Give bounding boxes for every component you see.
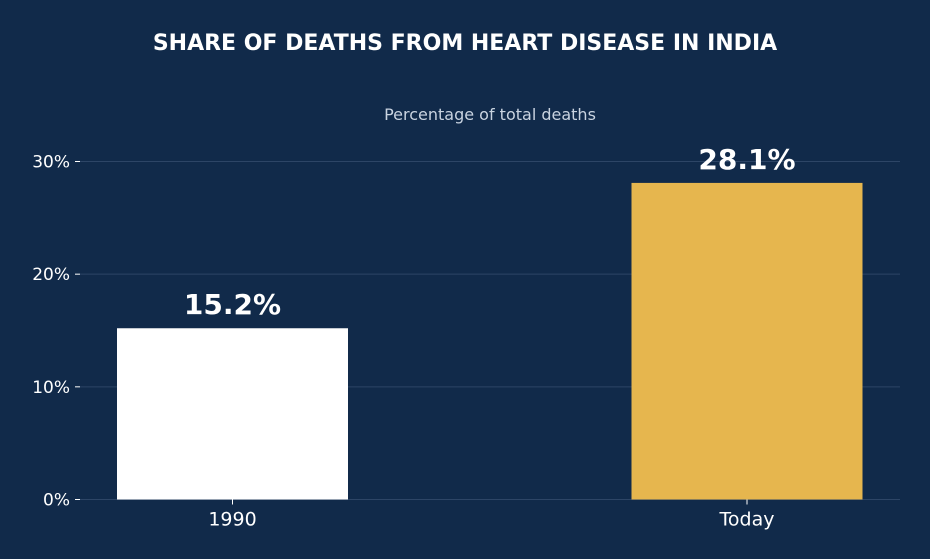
y-tick-label: 30% [32, 153, 70, 173]
data-labels: 15.2% 28.1% [184, 143, 796, 321]
x-axis: 1990 Today [208, 499, 775, 531]
bars [117, 182, 863, 500]
data-label: 28.1% [698, 143, 795, 176]
chart-title: SHARE OF DEATHS FROM HEART DISEASE IN IN… [153, 31, 777, 56]
y-tick-label: 10% [32, 378, 70, 398]
chart-subtitle: Percentage of total deaths [384, 105, 596, 124]
x-tick-label: Today [719, 509, 775, 531]
y-tick-label: 20% [32, 265, 70, 285]
y-tick-label: 0% [43, 491, 70, 511]
bar-1990 [117, 328, 348, 500]
data-label: 15.2% [184, 288, 281, 321]
bar-today [631, 182, 863, 500]
x-tick-label: 1990 [208, 509, 256, 531]
y-axis: 0% 10% 20% 30% [32, 153, 80, 511]
